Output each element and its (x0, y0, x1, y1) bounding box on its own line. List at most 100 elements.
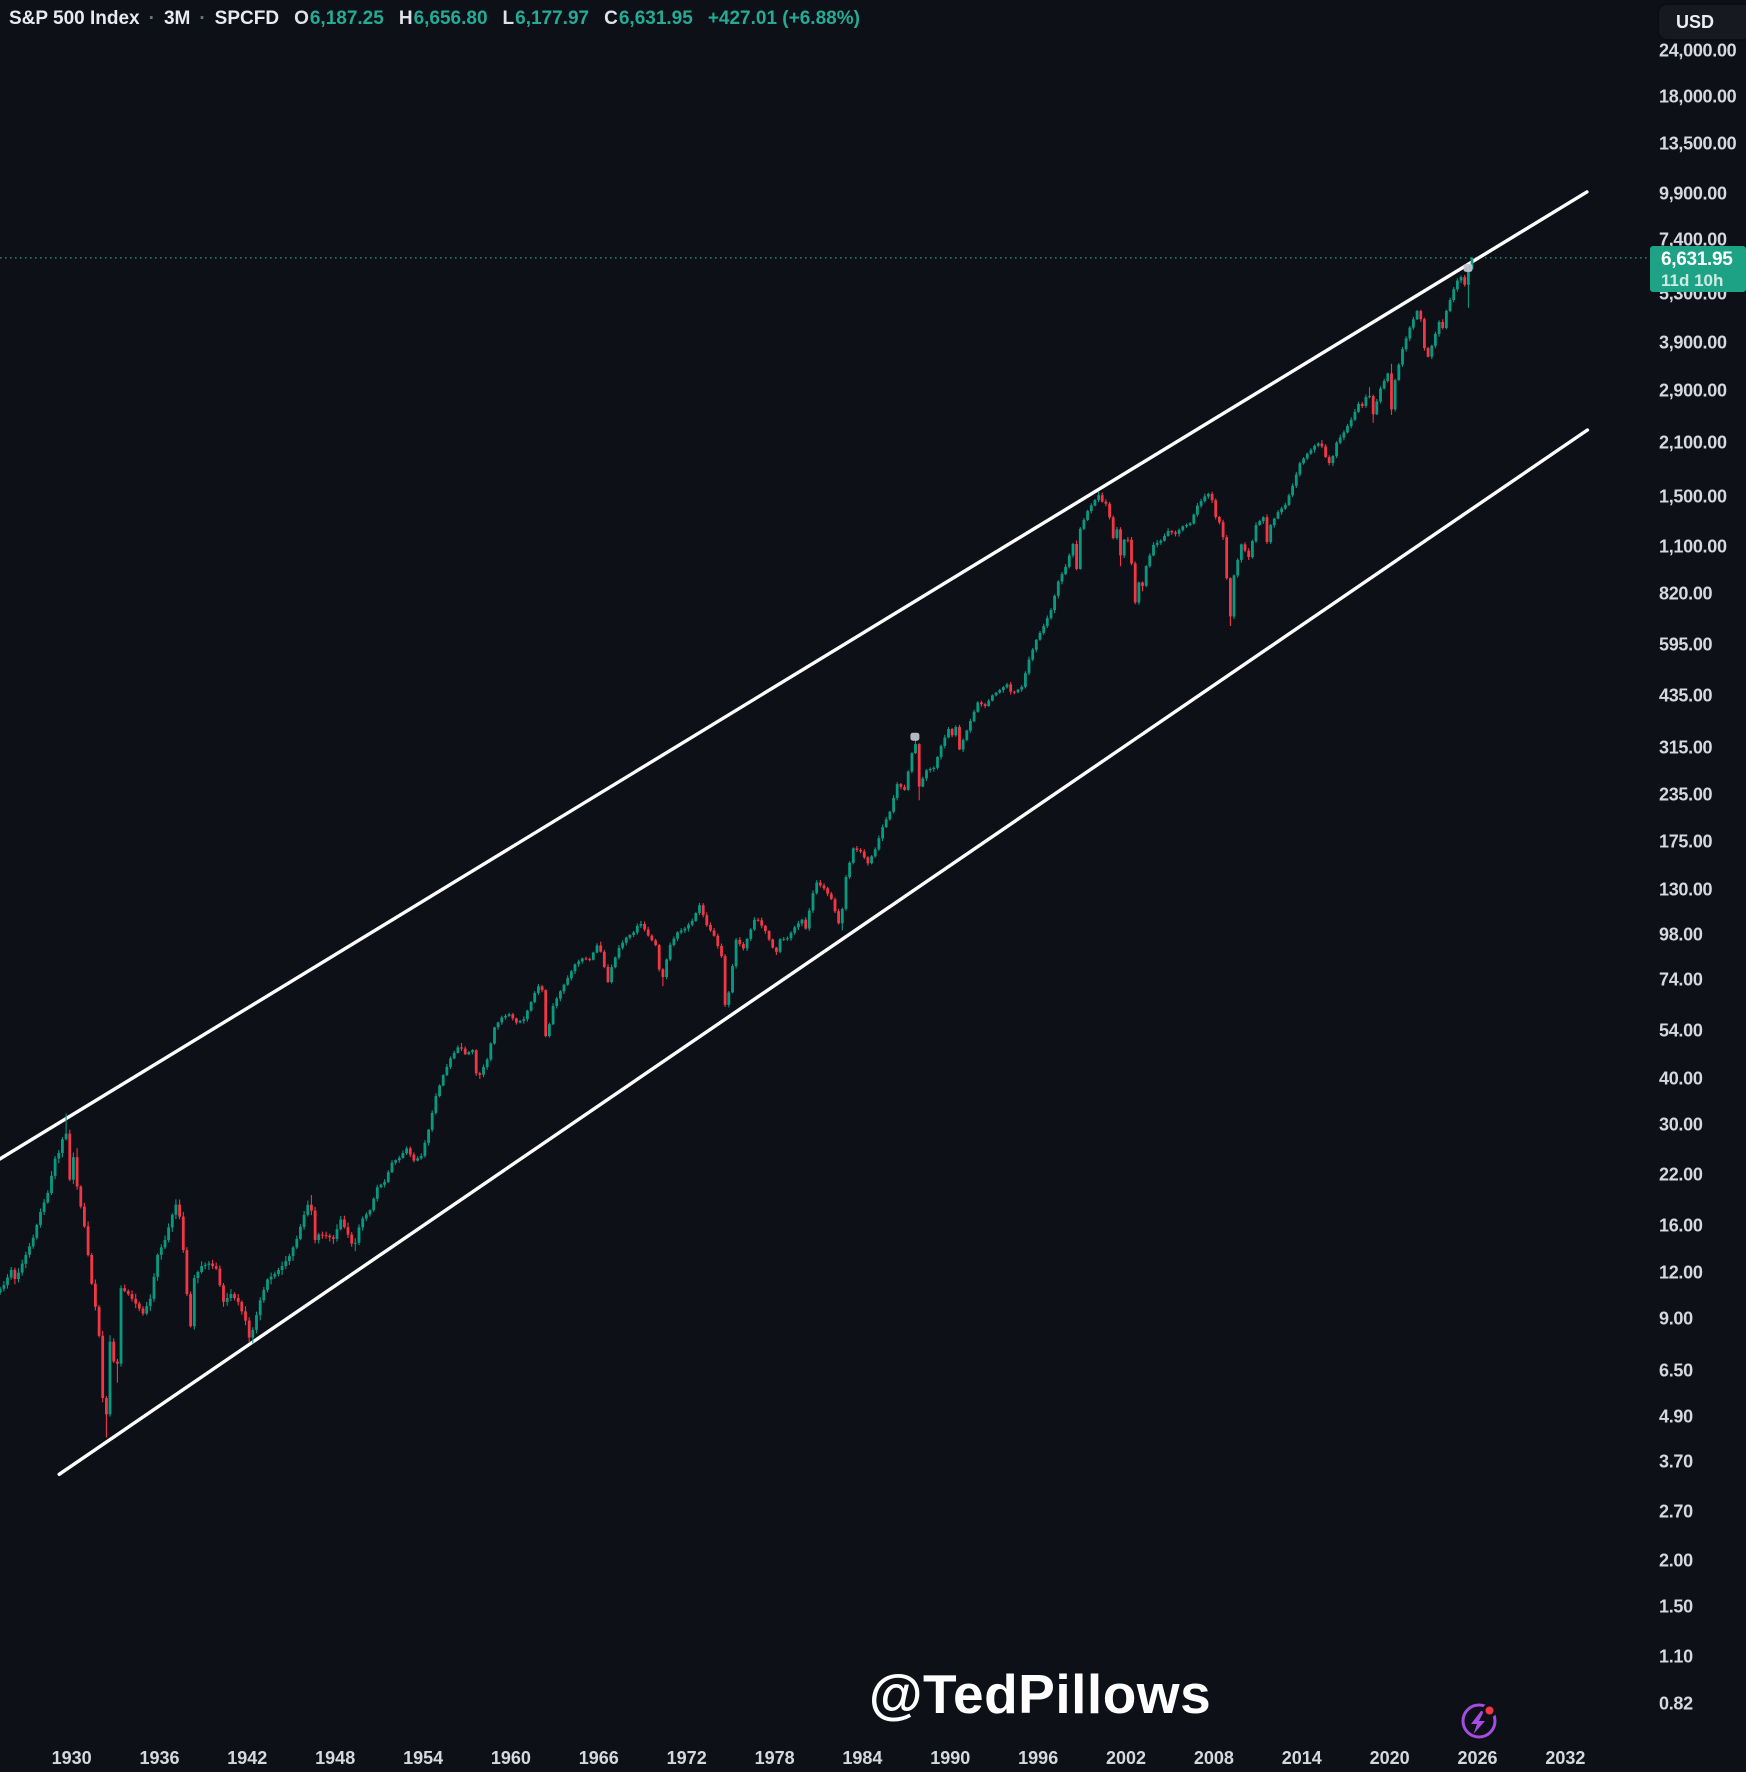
time-axis-label: 1930 (51, 1748, 92, 1768)
candle (570, 969, 573, 981)
candle (1086, 509, 1089, 522)
candle (361, 1216, 365, 1231)
candle (277, 1267, 280, 1277)
candle (375, 1184, 379, 1202)
candle (61, 1137, 64, 1158)
candle (742, 941, 745, 951)
trendline-channel-upper[interactable] (0, 190, 1589, 1162)
symbol-title[interactable]: S&P 500 Index (9, 8, 140, 29)
candle (211, 1259, 214, 1269)
candle (145, 1301, 149, 1316)
candle (1287, 493, 1291, 507)
candle (72, 1152, 75, 1184)
candle (1229, 577, 1232, 626)
candle (1199, 498, 1203, 508)
candle (782, 936, 786, 941)
candle (401, 1150, 405, 1159)
lightning-boost-icon (1461, 1703, 1497, 1739)
candle (1243, 542, 1247, 553)
candle (749, 928, 753, 941)
candle (1067, 553, 1071, 569)
candle (299, 1224, 302, 1241)
candle (1305, 452, 1309, 461)
candle (185, 1247, 189, 1297)
candle (134, 1293, 138, 1309)
candle (1276, 510, 1280, 520)
price-axis-label: 175.00 (1659, 831, 1713, 852)
price-axis-label: 1,100.00 (1659, 536, 1727, 557)
candle (24, 1251, 28, 1269)
candle (591, 951, 595, 961)
candle (925, 769, 928, 781)
candle (310, 1195, 313, 1216)
candle (1221, 519, 1225, 540)
price-axis-label: 3.70 (1659, 1451, 1693, 1472)
price-axis-label: 820.00 (1659, 583, 1713, 604)
candle (518, 1020, 522, 1024)
candle (1207, 492, 1210, 499)
note-marker[interactable] (910, 732, 920, 741)
price-axis-label: 1.10 (1659, 1646, 1693, 1667)
candle (1056, 580, 1060, 599)
time-axis[interactable]: 1930 1936 1942 1948 1954 1960 1966 1972 1978 1984… (0, 1746, 1746, 1772)
candle (273, 1271, 277, 1279)
price-axis-label: 30.00 (1659, 1114, 1703, 1135)
candle (39, 1208, 42, 1228)
candle (460, 1042, 463, 1052)
candle (397, 1155, 401, 1163)
candle (1002, 686, 1005, 693)
candle (152, 1273, 156, 1302)
note-marker[interactable] (1463, 263, 1473, 272)
trendline-channel-lower[interactable] (57, 428, 1590, 1477)
candle (1375, 399, 1379, 416)
price-axis[interactable]: 24,000.00 18,000.00 13,500.00 9,900.00 7,400… (1650, 0, 1746, 1746)
candle (573, 963, 577, 975)
candle (687, 922, 690, 932)
watermark: @TedPillows (868, 1663, 1212, 1725)
price-axis-label: 2,900.00 (1659, 380, 1727, 401)
candle (1456, 278, 1459, 292)
candle (222, 1283, 225, 1307)
candle (1316, 442, 1320, 448)
candle (1024, 671, 1027, 689)
candle (1034, 639, 1038, 653)
candle (1038, 631, 1042, 641)
candle (339, 1215, 343, 1231)
candle (441, 1074, 445, 1087)
candle (884, 817, 888, 828)
ticker-label: SPCFD (214, 8, 280, 29)
candle (1382, 378, 1386, 390)
candle (1152, 542, 1155, 557)
candle (170, 1213, 174, 1232)
candle (493, 1026, 496, 1045)
candle (1177, 528, 1181, 537)
currency-button[interactable]: USD (1657, 3, 1746, 41)
candle (13, 1267, 17, 1285)
candle (844, 875, 848, 911)
price-axis-label: 2.70 (1659, 1501, 1693, 1522)
candle (247, 1317, 251, 1343)
candle (1097, 491, 1100, 503)
interval-label[interactable]: 3M (163, 8, 191, 29)
candle (1009, 682, 1013, 695)
candle (57, 1150, 61, 1164)
candle (225, 1293, 229, 1306)
candle (485, 1057, 489, 1070)
current-price-value: 6,631.95 (1661, 249, 1733, 270)
boost-button[interactable] (1456, 1698, 1502, 1744)
candle (28, 1243, 31, 1258)
candle (9, 1267, 13, 1280)
candle (419, 1153, 423, 1160)
candle (1313, 444, 1316, 453)
candle (1401, 346, 1404, 367)
candle (1005, 682, 1009, 689)
candle (976, 701, 980, 713)
candle (1426, 346, 1430, 358)
price-axis-label: 595.00 (1659, 634, 1713, 655)
current-price-badge[interactable]: 6,631.95 11d 10h (1650, 246, 1746, 292)
candle (463, 1046, 467, 1056)
candle (350, 1232, 354, 1247)
candle (203, 1262, 207, 1270)
candle (537, 983, 540, 996)
